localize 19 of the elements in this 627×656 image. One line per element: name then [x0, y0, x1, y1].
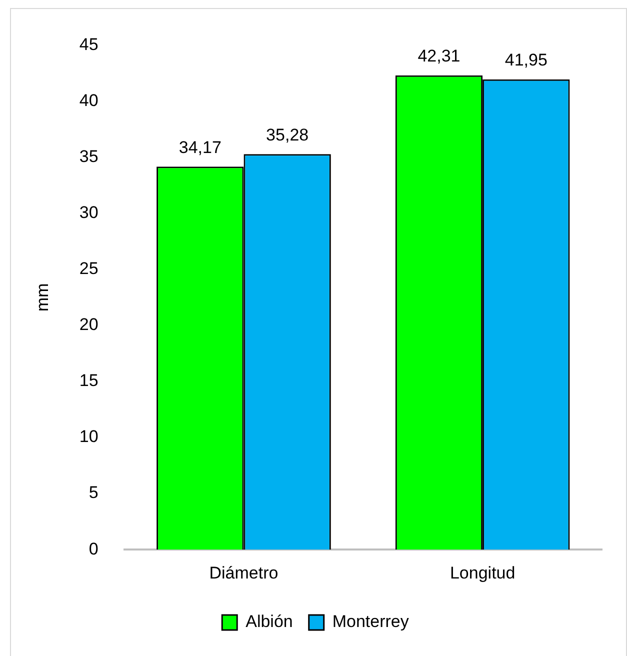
y-axis-title: mm [32, 283, 52, 312]
data-label: 41,95 [504, 50, 548, 70]
y-tick-label: 15 [79, 371, 98, 390]
y-tick-label: 45 [79, 34, 98, 54]
data-label: 34,17 [178, 138, 222, 157]
y-tick-label: 40 [79, 90, 98, 110]
data-label: 42,31 [418, 46, 460, 66]
y-tick-label: 5 [88, 483, 98, 502]
y-tick-label: 30 [79, 203, 98, 222]
y-tick-label: 10 [79, 427, 98, 446]
y-tick-label: 0 [88, 539, 98, 558]
legend-label: Monterrey [332, 612, 410, 632]
y-tick-label: 35 [79, 146, 98, 166]
data-label: 35,28 [266, 125, 309, 144]
legend-label: Albión [246, 612, 293, 632]
y-tick-label: 20 [79, 315, 98, 334]
y-tick-label: 25 [79, 259, 98, 278]
x-tick-label: Longitud [450, 563, 516, 582]
x-tick-label: Diámetro [209, 563, 278, 582]
